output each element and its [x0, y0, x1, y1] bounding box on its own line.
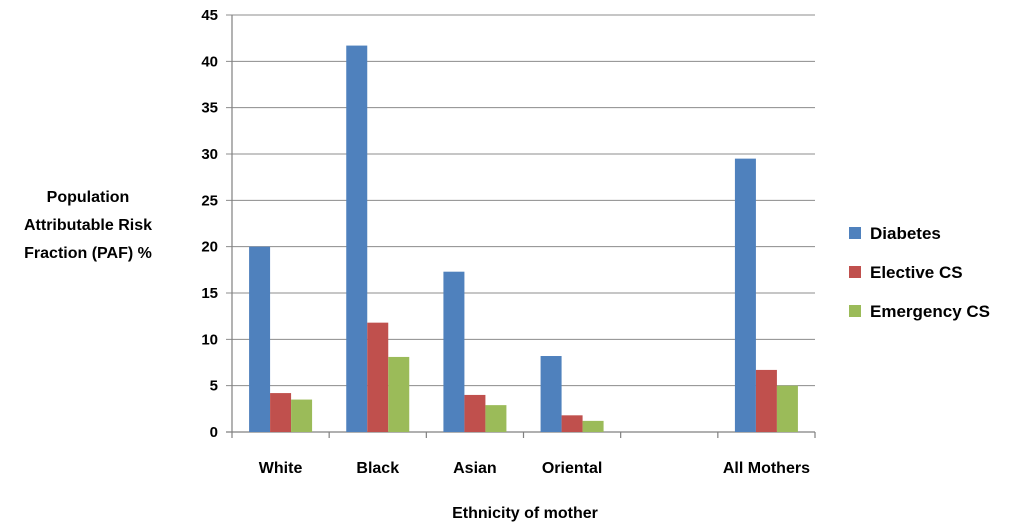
legend-label: Emergency CS	[870, 302, 990, 321]
bar-elective-cs	[755, 369, 777, 432]
bar-elective-cs	[270, 393, 292, 432]
y-axis-title-line: Fraction (PAF) %	[24, 245, 152, 262]
x-axis-categories: White Black Asian Oriental All Mothers	[259, 460, 810, 477]
bars	[249, 45, 798, 433]
x-category-label: All Mothers	[723, 460, 810, 477]
x-axis	[231, 15, 816, 438]
bar-emergency-cs	[388, 356, 410, 432]
y-tick-label: 15	[201, 285, 218, 302]
y-tick-label: 20	[201, 239, 218, 256]
x-category-label: White	[259, 460, 303, 477]
legend-swatch	[849, 266, 861, 278]
y-axis-title-line: Attributable Risk	[24, 217, 152, 234]
bar-diabetes	[443, 271, 465, 432]
bar-elective-cs	[367, 322, 389, 432]
legend-swatch	[849, 305, 861, 317]
bar-emergency-cs	[582, 420, 604, 432]
bar-diabetes	[346, 45, 368, 433]
y-tick-label: 10	[201, 331, 218, 348]
bar-emergency-cs	[776, 385, 798, 432]
legend: Diabetes Elective CS Emergency CS	[849, 224, 990, 321]
y-tick-label: 45	[201, 7, 218, 24]
bar-emergency-cs	[485, 405, 507, 432]
legend-label: Diabetes	[870, 224, 941, 243]
bar-diabetes	[734, 158, 756, 432]
x-axis-title: Ethnicity of mother	[452, 505, 598, 522]
bar-elective-cs	[561, 415, 583, 432]
y-tick-label: 25	[201, 192, 218, 209]
y-tick-label: 30	[201, 146, 218, 163]
gridlines	[226, 14, 815, 433]
y-axis-title-line: Population	[47, 189, 130, 206]
y-tick-label: 35	[201, 100, 218, 117]
y-tick-label: 0	[210, 424, 218, 441]
bar-diabetes	[249, 246, 271, 432]
bar-elective-cs	[464, 394, 486, 432]
bar-emergency-cs	[291, 399, 313, 432]
y-axis-ticks: 0 5 10 15 20 25 30 35 40 45	[201, 7, 218, 441]
legend-label: Elective CS	[870, 263, 963, 282]
bar-diabetes	[540, 356, 562, 432]
x-category-label: Oriental	[542, 460, 602, 477]
y-axis-title: Population Attributable Risk Fraction (PAF…	[24, 189, 152, 262]
y-tick-label: 40	[201, 53, 218, 70]
x-category-label: Black	[356, 460, 399, 477]
x-category-label: Asian	[453, 460, 497, 477]
y-tick-label: 5	[210, 378, 218, 395]
legend-swatch	[849, 227, 861, 239]
